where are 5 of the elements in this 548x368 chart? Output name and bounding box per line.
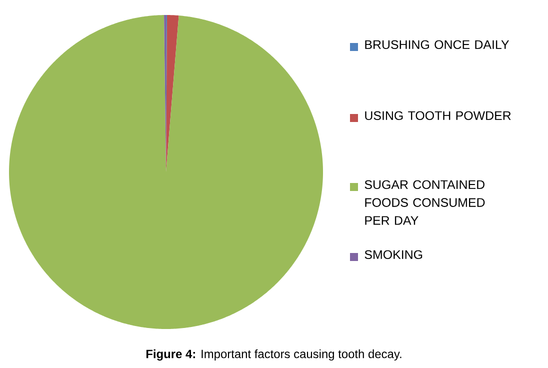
legend-label: SUGAR CONTAINED FOODS CONSUMED PER DAY xyxy=(364,180,485,225)
text: Figure 4: Important factors causing tooth decay. xyxy=(146,349,402,361)
legend-label: USING TOOTH POWDER xyxy=(365,111,511,120)
legend-label: SMOKING xyxy=(364,250,422,260)
legend-label: BRUSHING ONCE DAILY xyxy=(365,40,510,50)
